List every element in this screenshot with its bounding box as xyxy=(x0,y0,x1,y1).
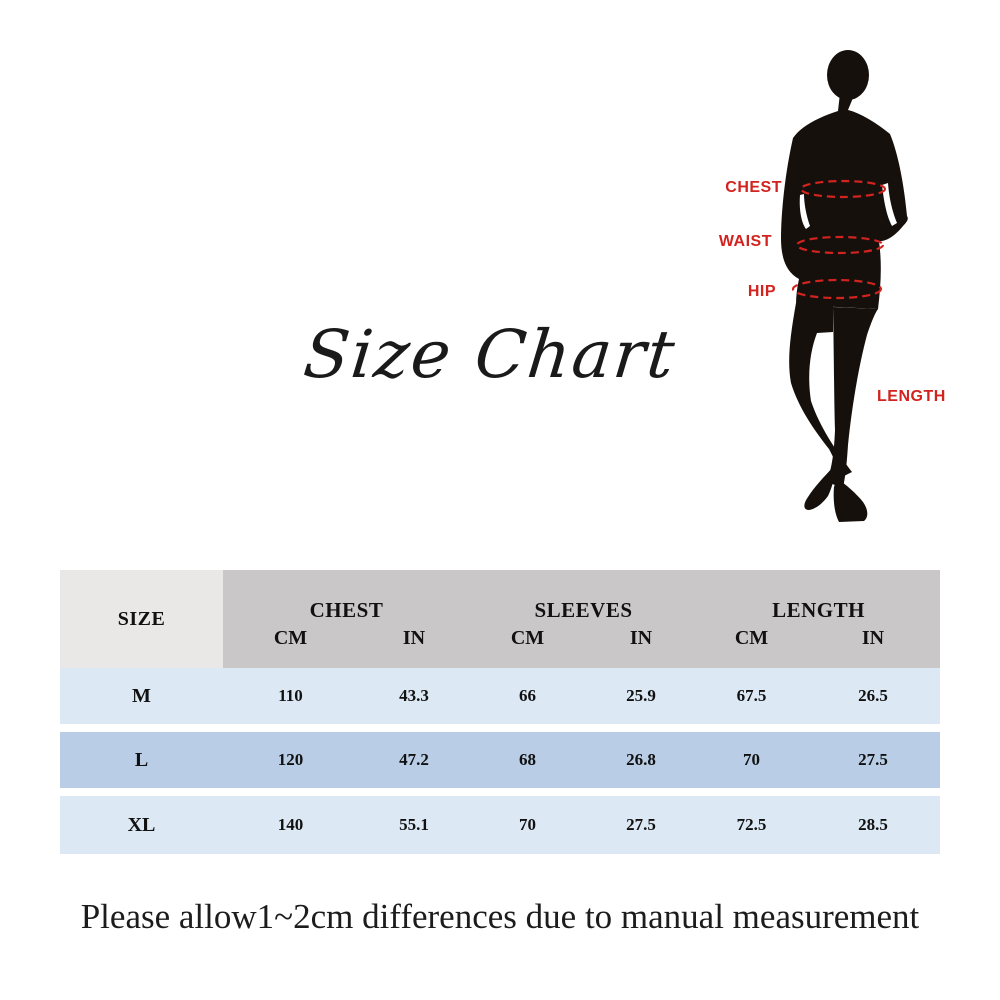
length-in-value: 27.5 xyxy=(858,750,888,769)
sleeves-in-value: 27.5 xyxy=(626,815,656,834)
table-row-l: L 120 47.2 68 26.8 70 27.5 xyxy=(60,732,940,788)
size-value: XL xyxy=(127,813,156,836)
table-row-m: M 110 43.3 66 25.9 67.5 26.5 xyxy=(60,668,940,724)
silhouette-right-leg xyxy=(827,307,878,488)
chest-group-header: CHEST xyxy=(309,598,384,622)
size-table-header: SIZE CHEST SLEEVES LENGTH CM IN CM IN CM… xyxy=(60,570,940,668)
chest-in-header: IN xyxy=(402,627,426,649)
chest-in-value: 47.2 xyxy=(399,750,429,769)
size-table: SIZE CHEST SLEEVES LENGTH CM IN CM IN CM… xyxy=(60,570,940,854)
arm-gap-left xyxy=(799,194,810,229)
measurement-disclaimer: Please allow1~2cm differences due to man… xyxy=(80,897,920,936)
length-group-header: LENGTH xyxy=(772,598,865,622)
sleeves-cm-value: 68 xyxy=(519,750,536,769)
length-cm-value: 67.5 xyxy=(736,686,767,705)
sleeves-cm-value: 70 xyxy=(519,815,536,834)
size-value: M xyxy=(132,684,151,707)
waist-measure-ellipse xyxy=(795,235,885,255)
length-label: LENGTH xyxy=(877,388,946,405)
male-silhouette-icon xyxy=(781,50,908,522)
sleeves-group-header: SLEEVES xyxy=(534,598,633,622)
size-value: L xyxy=(134,748,149,771)
chest-cm-value: 120 xyxy=(277,750,304,769)
sleeves-in-value: 26.8 xyxy=(626,750,656,769)
size-column-header: SIZE xyxy=(60,570,223,668)
chest-in-value: 55.1 xyxy=(399,815,429,834)
silhouette-right-shoe xyxy=(833,478,868,522)
length-in-value: 28.5 xyxy=(858,815,888,834)
page-title: Size Chart xyxy=(300,316,680,393)
sleeves-in-value: 25.9 xyxy=(626,686,656,705)
chest-cm-value: 110 xyxy=(278,686,303,705)
silhouette-left-leg xyxy=(789,303,852,476)
sleeves-cm-header: CM xyxy=(510,627,545,649)
length-in-value: 26.5 xyxy=(858,686,888,705)
hip-label: HIP xyxy=(747,283,776,300)
measurement-figure xyxy=(760,45,980,537)
chest-label: CHEST xyxy=(725,179,782,196)
chest-cm-value: 140 xyxy=(277,815,304,834)
length-in-header: IN xyxy=(861,627,885,649)
sleeves-in-header: IN xyxy=(629,627,653,649)
length-cm-value: 72.5 xyxy=(736,815,767,834)
silhouette-head xyxy=(827,50,869,100)
hip-measure-ellipse xyxy=(791,278,883,300)
silhouette-left-shoe xyxy=(804,467,835,510)
chest-in-value: 43.3 xyxy=(399,686,429,705)
chest-measure-ellipse xyxy=(799,179,887,199)
length-cm-value: 70 xyxy=(743,750,760,769)
length-cm-header: CM xyxy=(734,627,769,649)
silhouette-torso xyxy=(781,93,908,309)
arm-gap-right xyxy=(882,183,897,226)
sleeves-cm-value: 66 xyxy=(519,686,536,705)
chest-cm-header: CM xyxy=(273,627,308,649)
table-row-xl: XL 140 55.1 70 27.5 72.5 28.5 xyxy=(60,796,940,854)
waist-label: WAIST xyxy=(718,233,772,250)
